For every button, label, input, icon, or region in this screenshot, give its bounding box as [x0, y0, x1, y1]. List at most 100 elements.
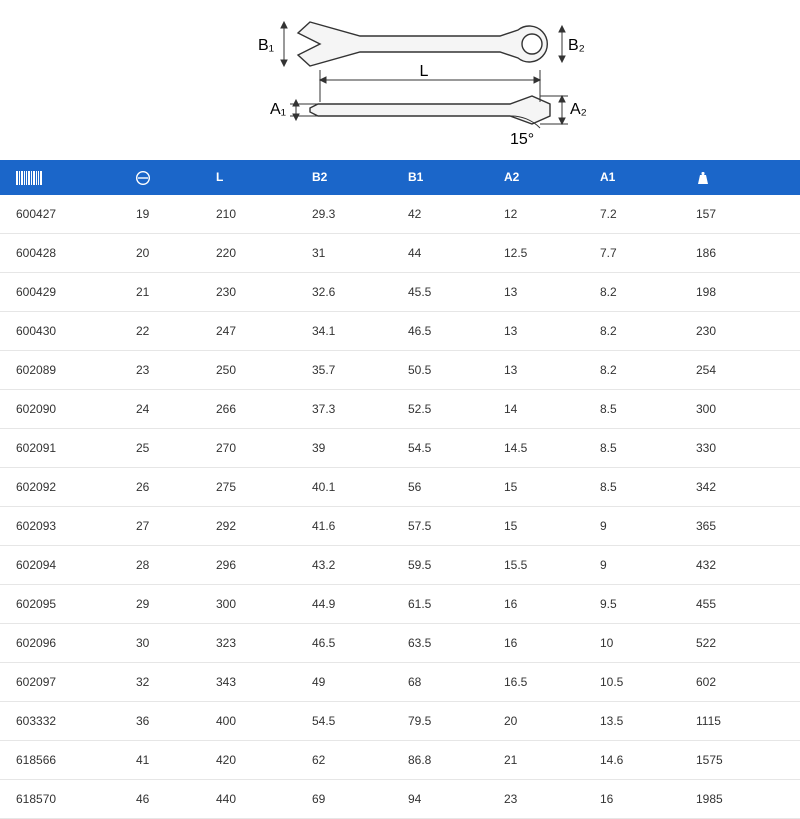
col-header-L: L — [208, 160, 304, 195]
cell-code: 600427 — [0, 195, 128, 234]
cell-L: 296 — [208, 545, 304, 584]
cell-A2: 15.5 — [496, 545, 592, 584]
diagram-label-b1: B₁ — [258, 37, 274, 54]
diagram-label-a2: A₂ — [570, 101, 587, 118]
cell-code: 602093 — [0, 506, 128, 545]
cell-size: 22 — [128, 311, 208, 350]
cell-code: 602094 — [0, 545, 128, 584]
cell-A1: 9 — [592, 506, 688, 545]
cell-A2: 12.5 — [496, 233, 592, 272]
cell-size: 30 — [128, 623, 208, 662]
cell-B2: 37.3 — [304, 389, 400, 428]
table-row: 6020963032346.563.51610522 — [0, 623, 800, 662]
diagram-label-l: L — [420, 63, 429, 80]
cell-A1: 9 — [592, 545, 688, 584]
table-row: 6004292123032.645.5138.2198 — [0, 272, 800, 311]
cell-weight: 198 — [688, 272, 800, 311]
cell-B1: 56 — [400, 467, 496, 506]
table-row: 602091252703954.514.58.5330 — [0, 428, 800, 467]
cell-B1: 61.5 — [400, 584, 496, 623]
cell-weight: 432 — [688, 545, 800, 584]
cell-A2: 14.5 — [496, 428, 592, 467]
table-row: 60209732343496816.510.5602 — [0, 662, 800, 701]
cell-A2: 13 — [496, 272, 592, 311]
cell-B2: 34.1 — [304, 311, 400, 350]
cell-L: 270 — [208, 428, 304, 467]
table-row: 6004302224734.146.5138.2230 — [0, 311, 800, 350]
cell-code: 602089 — [0, 350, 128, 389]
cell-L: 440 — [208, 779, 304, 818]
cell-size: 24 — [128, 389, 208, 428]
cell-B1: 45.5 — [400, 272, 496, 311]
diagram-label-angle: 15° — [510, 131, 534, 148]
cell-code: 602091 — [0, 428, 128, 467]
cell-code: 603332 — [0, 701, 128, 740]
cell-B2: 44.9 — [304, 584, 400, 623]
cell-B1: 94 — [400, 779, 496, 818]
cell-A1: 8.2 — [592, 272, 688, 311]
cell-A1: 9.5 — [592, 584, 688, 623]
cell-B1: 79.5 — [400, 701, 496, 740]
table-row: 6020952930044.961.5169.5455 — [0, 584, 800, 623]
diagram-label-b2: B₂ — [568, 37, 585, 54]
table-row: 6004271921029.342127.2157 — [0, 195, 800, 234]
cell-L: 266 — [208, 389, 304, 428]
cell-A2: 15 — [496, 506, 592, 545]
cell-weight: 186 — [688, 233, 800, 272]
cell-B1: 52.5 — [400, 389, 496, 428]
cell-code: 602095 — [0, 584, 128, 623]
cell-weight: 330 — [688, 428, 800, 467]
cell-B2: 43.2 — [304, 545, 400, 584]
col-header-B2: B2 — [304, 160, 400, 195]
table-row: 61857046440699423161985 — [0, 779, 800, 818]
cell-code: 618566 — [0, 740, 128, 779]
cell-A1: 14.6 — [592, 740, 688, 779]
cell-code: 602092 — [0, 467, 128, 506]
col-header-label: A1 — [600, 170, 615, 184]
cell-weight: 300 — [688, 389, 800, 428]
cell-size: 25 — [128, 428, 208, 467]
table-row: 6020902426637.352.5148.5300 — [0, 389, 800, 428]
cell-B2: 46.5 — [304, 623, 400, 662]
cell-B1: 63.5 — [400, 623, 496, 662]
cell-weight: 455 — [688, 584, 800, 623]
cell-A1: 7.2 — [592, 195, 688, 234]
col-header-B1: B1 — [400, 160, 496, 195]
cell-B2: 54.5 — [304, 701, 400, 740]
cell-A2: 13 — [496, 350, 592, 389]
cell-A2: 20 — [496, 701, 592, 740]
cell-B1: 68 — [400, 662, 496, 701]
col-header-code — [0, 160, 128, 195]
cell-weight: 342 — [688, 467, 800, 506]
cell-A1: 8.5 — [592, 389, 688, 428]
cell-A2: 16 — [496, 623, 592, 662]
spec-table: LB2B1A2A1 6004271921029.342127.215760042… — [0, 160, 800, 819]
cell-A1: 8.5 — [592, 428, 688, 467]
cell-B2: 69 — [304, 779, 400, 818]
cell-L: 400 — [208, 701, 304, 740]
cell-weight: 522 — [688, 623, 800, 662]
table-row: 6020932729241.657.5159365 — [0, 506, 800, 545]
cell-B1: 54.5 — [400, 428, 496, 467]
cell-code: 600428 — [0, 233, 128, 272]
cell-B2: 29.3 — [304, 195, 400, 234]
cell-B2: 49 — [304, 662, 400, 701]
cell-L: 323 — [208, 623, 304, 662]
col-header-label: B2 — [312, 170, 327, 184]
col-header-A1: A1 — [592, 160, 688, 195]
col-header-label: A2 — [504, 170, 519, 184]
cell-L: 343 — [208, 662, 304, 701]
cell-size: 36 — [128, 701, 208, 740]
cell-L: 300 — [208, 584, 304, 623]
barcode-icon — [16, 171, 42, 185]
cell-weight: 365 — [688, 506, 800, 545]
table-body: 6004271921029.342127.2157600428202203144… — [0, 195, 800, 819]
cell-weight: 1115 — [688, 701, 800, 740]
cell-size: 21 — [128, 272, 208, 311]
cell-weight: 230 — [688, 311, 800, 350]
cell-B2: 35.7 — [304, 350, 400, 389]
cell-L: 230 — [208, 272, 304, 311]
cell-weight: 1985 — [688, 779, 800, 818]
cell-A2: 13 — [496, 311, 592, 350]
cell-L: 210 — [208, 195, 304, 234]
